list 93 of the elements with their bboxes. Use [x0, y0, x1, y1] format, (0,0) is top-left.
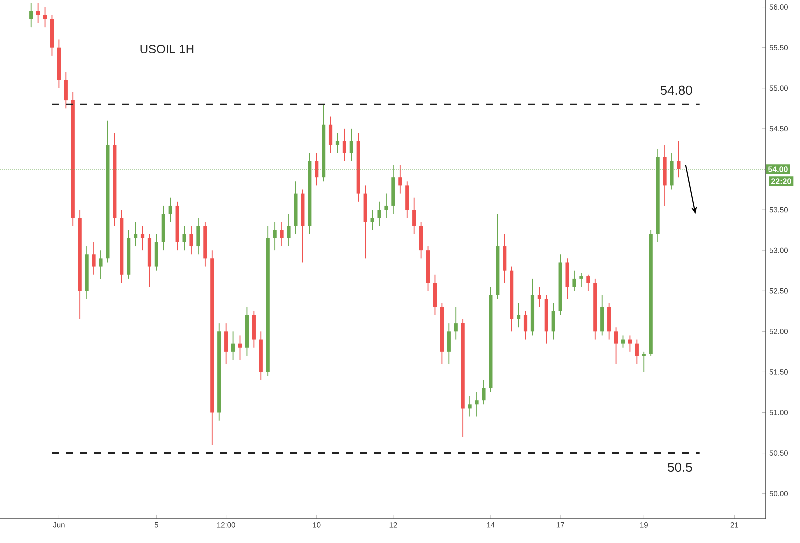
- candlestick: [190, 226, 194, 256]
- candlestick: [600, 294, 604, 336]
- candlestick: [496, 214, 500, 300]
- candlestick: [370, 210, 374, 231]
- candlestick: [677, 140, 681, 178]
- candlestick: [127, 230, 131, 280]
- candlestick: [120, 210, 124, 284]
- candlestick: [245, 306, 250, 356]
- candlestick: [510, 266, 514, 332]
- candlestick: [99, 250, 103, 280]
- candlestick: [78, 210, 82, 320]
- candlestick: [544, 294, 548, 344]
- candlestick: [378, 201, 382, 227]
- candlestick: [524, 310, 528, 340]
- candlestick: [621, 335, 626, 348]
- candlestick: [259, 331, 263, 381]
- candlestick: [176, 201, 180, 252]
- candlestick: [238, 335, 242, 360]
- candlestick: [461, 319, 465, 438]
- ref-line-label: 54.80: [660, 86, 692, 96]
- candlestick: [280, 222, 284, 247]
- candlestick: [92, 242, 96, 276]
- candlestick: [154, 234, 158, 272]
- candlestick: [162, 206, 166, 252]
- candlestick: [328, 116, 333, 154]
- candlestick: [608, 302, 612, 340]
- candlestick: [635, 339, 639, 365]
- candlestick: [218, 323, 222, 422]
- candlestick: [50, 14, 54, 56]
- candlestick: [614, 327, 618, 365]
- text: 22:20: [771, 178, 792, 184]
- candlestick: [294, 181, 298, 235]
- candlestick: [287, 214, 291, 247]
- candlestick: [440, 302, 444, 365]
- candlestick: [642, 351, 646, 373]
- ref-line-label: 54.00: [768, 166, 788, 172]
- candlestick: [30, 2, 34, 28]
- candlestick: [649, 230, 653, 356]
- candlestick: [315, 152, 319, 186]
- candlestick: [663, 144, 667, 206]
- candlestick: [148, 234, 152, 288]
- candlestick: [426, 246, 430, 292]
- candlestick: [356, 132, 360, 202]
- candlestick: [64, 72, 68, 110]
- candlestick: [516, 302, 521, 328]
- candlestick: [475, 392, 479, 418]
- candlestick: [140, 226, 145, 252]
- candlestick: [628, 335, 632, 352]
- candlestick: [71, 92, 75, 227]
- candlestick: [454, 306, 458, 340]
- candlestick: [182, 226, 186, 252]
- candlestick: [252, 310, 256, 348]
- candlestick: [336, 132, 340, 154]
- text: USOIL 1H: [140, 45, 194, 54]
- candlestick: [231, 331, 236, 360]
- candlestick: [468, 396, 472, 418]
- candlestick: [384, 193, 388, 219]
- candlestick: [350, 128, 354, 162]
- candlestick: [43, 6, 48, 28]
- ref-line-label: 50.5: [668, 462, 692, 472]
- candlestick: [224, 323, 228, 365]
- candlestick: [85, 246, 89, 300]
- candlestick: [113, 132, 117, 227]
- candlestick: [36, 2, 40, 24]
- candlestick: [196, 218, 200, 256]
- candlestick: [266, 226, 270, 377]
- candlestick: [538, 286, 542, 308]
- candlestick: [57, 39, 61, 89]
- candlestick: [301, 189, 305, 264]
- candlestick: [572, 270, 576, 292]
- candlestick: [447, 323, 451, 365]
- candlestick: [433, 274, 438, 316]
- candlestick: [489, 286, 493, 393]
- candlestick: [273, 222, 277, 252]
- candlestick: [530, 278, 535, 336]
- candlestick: [586, 274, 590, 292]
- candlestick: [482, 380, 486, 406]
- candlestick: [552, 302, 556, 340]
- candlestick: [398, 164, 402, 194]
- candlestick: [134, 222, 138, 247]
- candlestick: [406, 181, 410, 219]
- candlestick: [204, 222, 208, 268]
- candlestick: [412, 197, 416, 235]
- candlestick: [210, 250, 214, 446]
- candlestick: [503, 234, 507, 284]
- candlestick: [558, 254, 562, 316]
- candlestick: [594, 278, 598, 340]
- candlestick: [364, 185, 368, 260]
- candlestick: [342, 128, 347, 162]
- candlestick: [168, 197, 172, 223]
- candlestick: [566, 258, 570, 300]
- candlestick: [580, 272, 584, 288]
- candlestick: [420, 222, 424, 260]
